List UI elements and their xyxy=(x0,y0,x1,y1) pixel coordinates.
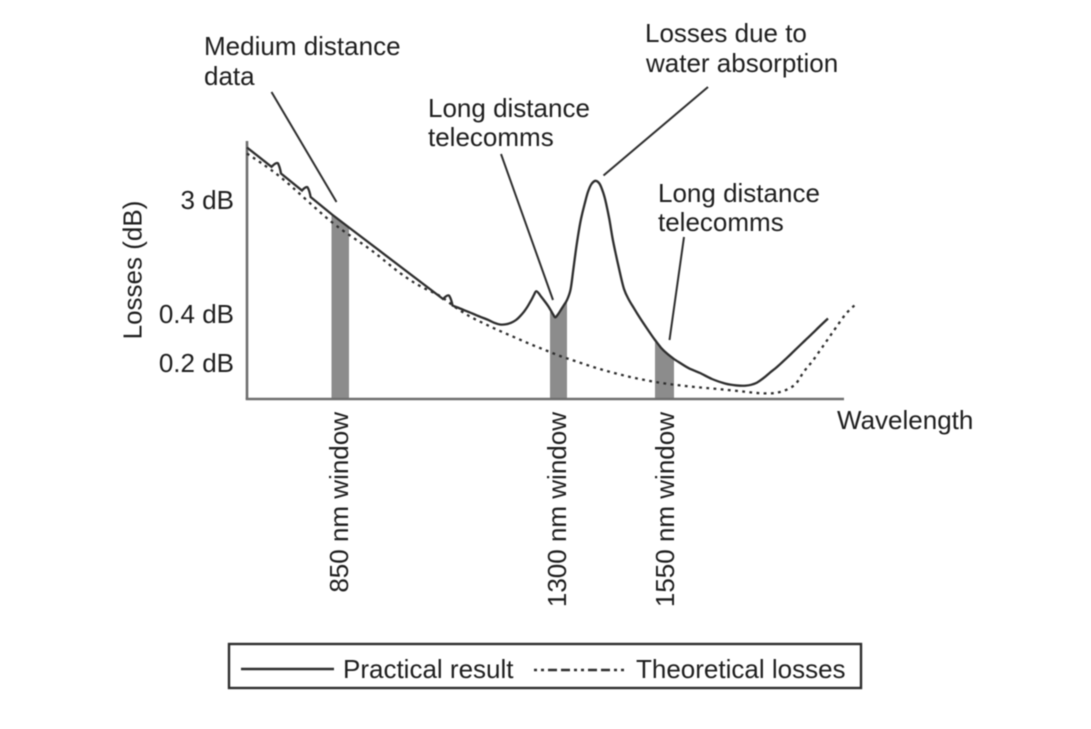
svg-text:Losses (dB): Losses (dB) xyxy=(118,201,148,340)
svg-text:1550 nm window: 1550 nm window xyxy=(650,412,680,607)
svg-text:3 dB: 3 dB xyxy=(181,185,235,215)
svg-text:Long distance: Long distance xyxy=(658,178,820,208)
svg-text:water absorption: water absorption xyxy=(645,48,838,78)
svg-text:Wavelength: Wavelength xyxy=(837,405,973,435)
svg-text:Theoretical losses: Theoretical losses xyxy=(636,654,846,684)
svg-text:Losses due to: Losses due to xyxy=(645,18,807,48)
svg-text:1300 nm window: 1300 nm window xyxy=(542,412,572,607)
svg-text:data: data xyxy=(204,61,255,91)
svg-text:Practical result: Practical result xyxy=(343,654,514,684)
svg-text:telecomms: telecomms xyxy=(658,207,784,237)
svg-text:0.2 dB: 0.2 dB xyxy=(159,348,234,378)
svg-text:Long distance: Long distance xyxy=(428,93,590,123)
svg-text:850 nm window: 850 nm window xyxy=(324,412,354,593)
svg-text:Medium distance: Medium distance xyxy=(204,31,401,61)
svg-text:telecomms: telecomms xyxy=(428,122,554,152)
svg-text:0.4 dB: 0.4 dB xyxy=(159,299,234,329)
